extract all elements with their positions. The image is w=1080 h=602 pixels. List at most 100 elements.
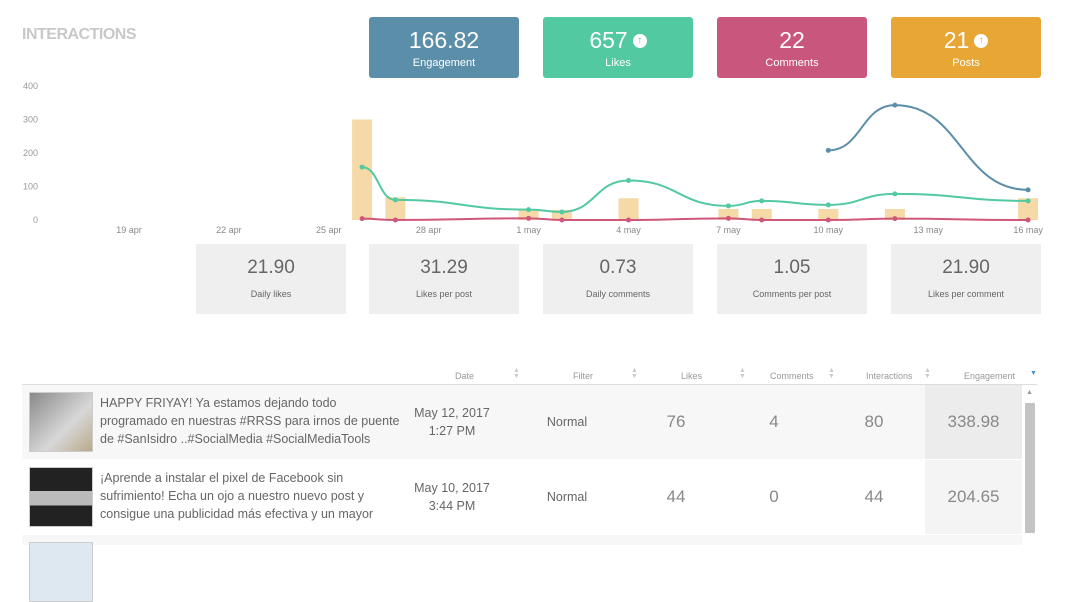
data-point bbox=[725, 203, 731, 209]
section-title: INTERACTIONS bbox=[22, 26, 137, 43]
sort-icon[interactable]: ▲ ▼ bbox=[924, 367, 931, 380]
kpi-value: 21 bbox=[943, 27, 970, 53]
interactions-chart: 0 100 200 300 400 19 apr 22 apr 25 apr 28 apr 1 m… bbox=[23, 81, 1043, 235]
stat-card: 31.29 Likes per post bbox=[369, 244, 519, 314]
data-point bbox=[559, 217, 565, 223]
bar bbox=[718, 208, 739, 220]
data-point bbox=[392, 197, 398, 203]
y-tick-label: 0 bbox=[33, 215, 38, 225]
sort-icon[interactable]: ▲ ▼ bbox=[513, 367, 520, 380]
sort-icon[interactable]: ▲ ▼ bbox=[828, 367, 835, 380]
x-tick-label: 28 apr bbox=[416, 225, 442, 235]
x-tick-label: 22 apr bbox=[216, 225, 242, 235]
post-text: HAPPY FRIYAY! Ya estamos dejando todo pr… bbox=[100, 396, 400, 446]
sort-icon[interactable]: ▲ ▼ bbox=[739, 367, 746, 380]
series-line bbox=[362, 217, 1029, 222]
data-point bbox=[759, 198, 765, 204]
bar bbox=[618, 198, 639, 220]
stat-value: 0.73 bbox=[599, 257, 637, 278]
post-thumbnail[interactable] bbox=[29, 542, 93, 602]
post-filter: Normal bbox=[546, 490, 588, 504]
y-tick-label: 200 bbox=[23, 148, 38, 158]
x-tick-label: 7 may bbox=[716, 225, 741, 235]
data-point bbox=[526, 215, 532, 221]
data-point bbox=[892, 191, 898, 197]
series-line bbox=[828, 104, 1029, 191]
column-header-filter[interactable]: Filter bbox=[573, 371, 593, 381]
y-tick-label: 400 bbox=[23, 81, 38, 91]
kpi-card-posts[interactable]: 21 ↑ Posts bbox=[891, 17, 1041, 78]
table-row[interactable] bbox=[22, 535, 1022, 602]
kpi-value: 657 bbox=[589, 27, 628, 53]
post-comments: 4 bbox=[769, 412, 779, 431]
data-point bbox=[725, 215, 731, 221]
post-interactions: 80 bbox=[864, 412, 884, 431]
post-thumbnail[interactable] bbox=[29, 392, 93, 452]
stat-value: 21.90 bbox=[247, 257, 295, 278]
x-tick-label: 13 may bbox=[913, 225, 943, 235]
data-point bbox=[825, 217, 831, 223]
column-header-date[interactable]: Date bbox=[455, 371, 475, 381]
scrollbar[interactable] bbox=[1025, 403, 1035, 533]
column-header-engagement[interactable]: Engagement bbox=[964, 371, 1016, 381]
stat-card: 21.90 Likes per comment bbox=[891, 244, 1041, 314]
bar bbox=[818, 208, 839, 220]
stat-value: 31.29 bbox=[420, 257, 468, 278]
stat-label: Likes per comment bbox=[927, 289, 1005, 299]
data-point bbox=[559, 209, 565, 215]
post-text: ¡Aprende a instalar el pixel de Facebook… bbox=[100, 471, 374, 521]
arrow-up-icon: ↑ bbox=[632, 33, 647, 48]
stat-label: Daily comments bbox=[585, 289, 650, 299]
x-tick-label: 4 may bbox=[616, 225, 641, 235]
stat-card: 1.05 Comments per post bbox=[717, 244, 867, 314]
x-tick-label: 16 may bbox=[1013, 225, 1043, 235]
kpi-label: Engagement bbox=[412, 57, 476, 69]
kpi-value: 166.82 bbox=[408, 27, 480, 53]
post-date: May 10, 2017 3:44 PM bbox=[414, 481, 490, 513]
data-point bbox=[892, 216, 898, 222]
table-row[interactable]: HAPPY FRIYAY! Ya estamos dejando todo pr… bbox=[22, 385, 1022, 459]
post-interactions: 44 bbox=[864, 487, 884, 506]
data-point bbox=[1025, 187, 1031, 193]
data-point bbox=[626, 177, 631, 183]
post-likes: 76 bbox=[666, 412, 686, 431]
column-header-comments[interactable]: Comments bbox=[770, 371, 814, 381]
bar bbox=[884, 208, 905, 220]
kpi-value: 22 bbox=[779, 27, 805, 53]
x-tick-label: 19 apr bbox=[116, 225, 142, 235]
stat-label: Likes per post bbox=[415, 289, 473, 299]
bar bbox=[551, 209, 572, 220]
stat-card: 0.73 Daily comments bbox=[543, 244, 693, 314]
post-date: May 12, 2017 1:27 PM bbox=[414, 406, 490, 438]
data-point bbox=[1025, 217, 1031, 223]
data-point bbox=[1025, 198, 1031, 204]
table-row[interactable]: ¡Aprende a instalar el pixel de Facebook… bbox=[22, 460, 1022, 534]
bar bbox=[1018, 198, 1039, 220]
kpi-card-comments[interactable]: 22 Comments bbox=[717, 17, 867, 78]
y-tick-label: 300 bbox=[23, 115, 38, 125]
post-comments: 0 bbox=[769, 487, 779, 506]
kpi-label: Likes bbox=[605, 57, 631, 69]
kpi-card-engagement[interactable]: 166.82 Engagement bbox=[369, 17, 519, 78]
data-point bbox=[359, 216, 365, 222]
bar bbox=[751, 208, 772, 220]
sort-icon[interactable]: ▲ ▼ bbox=[631, 367, 638, 380]
kpi-label: Comments bbox=[765, 57, 819, 69]
bar bbox=[352, 119, 373, 220]
post-thumbnail[interactable] bbox=[29, 467, 93, 527]
sort-desc-icon[interactable]: ▼ bbox=[1030, 370, 1037, 377]
data-point bbox=[526, 207, 532, 213]
bar bbox=[518, 209, 539, 220]
post-engagement: 204.65 bbox=[925, 460, 1022, 534]
column-header-likes[interactable]: Likes bbox=[681, 371, 703, 381]
stat-label: Daily likes bbox=[250, 289, 292, 299]
scroll-up-icon[interactable]: ▲ bbox=[1026, 389, 1033, 396]
stat-card: 21.90 Daily likes bbox=[196, 244, 346, 314]
data-point bbox=[626, 217, 631, 223]
kpi-card-likes[interactable]: 657 ↑ Likes bbox=[543, 17, 693, 78]
column-header-interactions[interactable]: Interactions bbox=[866, 371, 913, 381]
stat-value: 21.90 bbox=[942, 257, 990, 278]
arrow-up-icon: ↑ bbox=[974, 33, 989, 48]
x-tick-label: 1 may bbox=[516, 225, 541, 235]
stat-label: Comments per post bbox=[752, 289, 832, 299]
